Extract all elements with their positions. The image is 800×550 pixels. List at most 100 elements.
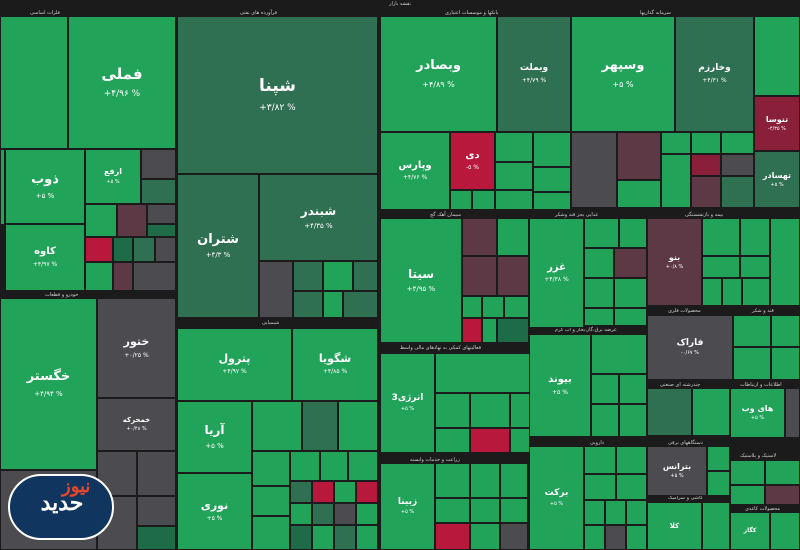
heatmap-tile[interactable] xyxy=(113,262,133,291)
heatmap-tile[interactable] xyxy=(290,481,312,503)
heatmap-tile[interactable] xyxy=(334,503,356,525)
heatmap-tile[interactable]: تهسادر +۵ % xyxy=(754,151,800,208)
heatmap-tile[interactable] xyxy=(733,315,771,347)
heatmap-tile[interactable] xyxy=(302,401,338,451)
heatmap-tile[interactable] xyxy=(334,481,356,503)
heatmap-tile[interactable] xyxy=(462,256,497,296)
heatmap-tile[interactable] xyxy=(435,498,470,523)
heatmap-tile[interactable] xyxy=(533,167,571,192)
heatmap-tile[interactable] xyxy=(290,503,312,525)
heatmap-tile[interactable]: دی -۵ % xyxy=(450,132,495,190)
heatmap-tile[interactable]: کگاز xyxy=(730,512,770,550)
heatmap-tile[interactable] xyxy=(435,523,470,550)
heatmap-tile[interactable] xyxy=(141,179,176,204)
heatmap-tile[interactable] xyxy=(584,446,616,474)
heatmap-tile[interactable] xyxy=(497,318,529,343)
heatmap-tile[interactable] xyxy=(771,315,800,347)
heatmap-tile[interactable] xyxy=(147,204,176,224)
heatmap-tile[interactable]: ارفع +۵ % xyxy=(85,149,141,204)
heatmap-tile[interactable] xyxy=(252,516,290,550)
heatmap-tile[interactable] xyxy=(740,218,770,256)
heatmap-tile[interactable] xyxy=(619,404,647,437)
heatmap-tile[interactable] xyxy=(500,523,528,550)
heatmap-tile[interactable] xyxy=(584,218,619,248)
heatmap-tile[interactable] xyxy=(510,393,530,428)
heatmap-tile[interactable] xyxy=(353,261,378,291)
heatmap-tile[interactable] xyxy=(435,353,530,393)
heatmap-tile[interactable] xyxy=(702,218,740,256)
heatmap-tile[interactable]: وپارس +۴/۷۶ % xyxy=(380,132,450,210)
heatmap-tile[interactable]: ختور +۰/۲۵ % xyxy=(97,298,176,398)
heatmap-tile[interactable] xyxy=(435,428,470,453)
heatmap-tile[interactable]: خگستر +۴/۹۴ % xyxy=(0,298,97,470)
heatmap-tile[interactable]: بترانس +۵ % xyxy=(647,446,707,496)
heatmap-tile[interactable]: انرژی3 +۵ % xyxy=(380,353,435,453)
heatmap-tile[interactable] xyxy=(584,525,605,550)
heatmap-tile[interactable] xyxy=(290,451,320,481)
heatmap-tile[interactable] xyxy=(470,463,500,498)
heatmap-tile[interactable]: خمحرکه +۰/۴۸ % xyxy=(97,398,176,451)
heatmap-tile[interactable] xyxy=(495,190,533,210)
heatmap-tile[interactable]: بنو +۰/۸ % xyxy=(647,218,702,306)
heatmap-tile[interactable] xyxy=(495,132,533,162)
heatmap-tile[interactable] xyxy=(85,262,113,291)
heatmap-tile[interactable] xyxy=(721,176,754,208)
heatmap-tile[interactable] xyxy=(334,525,356,550)
heatmap-tile[interactable] xyxy=(323,291,343,318)
heatmap-tile[interactable] xyxy=(722,278,742,306)
heatmap-tile[interactable] xyxy=(533,192,571,210)
heatmap-tile[interactable] xyxy=(252,486,290,516)
heatmap-tile[interactable]: های وب +۵ % xyxy=(730,388,785,438)
heatmap-tile[interactable]: فملی +۴/۹۶ % xyxy=(68,16,176,149)
heatmap-tile[interactable]: سیتا +۴/۹۵ % xyxy=(380,218,462,343)
heatmap-tile[interactable] xyxy=(770,512,800,550)
heatmap-tile[interactable] xyxy=(730,485,765,505)
heatmap-tile[interactable] xyxy=(691,154,721,176)
heatmap-tile[interactable] xyxy=(133,262,176,291)
heatmap-tile[interactable] xyxy=(702,256,740,278)
heatmap-tile[interactable] xyxy=(320,451,348,481)
heatmap-tile[interactable] xyxy=(707,446,730,471)
heatmap-tile[interactable] xyxy=(765,460,800,485)
heatmap-tile[interactable] xyxy=(462,218,497,256)
heatmap-tile[interactable]: وخارزم +۴/۳۱ % xyxy=(675,16,754,132)
heatmap-tile[interactable] xyxy=(117,204,147,237)
heatmap-tile[interactable] xyxy=(0,149,5,225)
heatmap-tile[interactable] xyxy=(661,132,691,154)
heatmap-tile[interactable]: فاراک -۰/۶۷ % xyxy=(647,315,733,380)
heatmap-tile[interactable]: شپنا +۳/۸۲ % xyxy=(177,16,378,174)
heatmap-tile[interactable] xyxy=(497,218,529,256)
heatmap-tile[interactable] xyxy=(323,261,353,291)
heatmap-tile[interactable] xyxy=(707,471,730,496)
heatmap-tile[interactable] xyxy=(721,132,754,154)
heatmap-tile[interactable] xyxy=(584,474,616,500)
heatmap-tile[interactable] xyxy=(470,523,500,550)
heatmap-tile[interactable] xyxy=(500,498,528,523)
heatmap-tile[interactable] xyxy=(356,503,378,525)
heatmap-tile[interactable] xyxy=(742,278,770,306)
heatmap-tile[interactable] xyxy=(113,237,133,262)
heatmap-tile[interactable]: وبملت +۴/۷۹ % xyxy=(497,16,571,132)
heatmap-tile[interactable] xyxy=(785,388,800,438)
heatmap-tile[interactable] xyxy=(343,291,378,318)
heatmap-tile[interactable] xyxy=(85,204,117,237)
heatmap-tile[interactable] xyxy=(605,500,626,525)
heatmap-tile[interactable]: ذوب +۵ % xyxy=(5,149,85,224)
heatmap-tile[interactable]: بیوند +۵ % xyxy=(529,334,591,437)
heatmap-tile[interactable]: وسپهر +۵ % xyxy=(571,16,675,132)
heatmap-tile[interactable] xyxy=(614,308,647,326)
heatmap-tile[interactable] xyxy=(482,318,497,343)
heatmap-tile[interactable] xyxy=(155,237,176,262)
heatmap-tile[interactable] xyxy=(584,278,614,308)
heatmap-tile[interactable] xyxy=(617,132,661,180)
heatmap-tile[interactable] xyxy=(137,526,176,550)
heatmap-tile[interactable] xyxy=(584,500,605,525)
heatmap-tile[interactable]: وبصادر +۴/۸۹ % xyxy=(380,16,497,132)
heatmap-tile[interactable] xyxy=(770,218,800,306)
heatmap-tile[interactable] xyxy=(338,401,378,451)
heatmap-tile[interactable] xyxy=(133,237,155,262)
heatmap-tile[interactable] xyxy=(290,525,312,550)
heatmap-tile[interactable] xyxy=(85,237,113,262)
heatmap-tile[interactable] xyxy=(356,525,378,550)
heatmap-tile[interactable] xyxy=(626,525,647,550)
